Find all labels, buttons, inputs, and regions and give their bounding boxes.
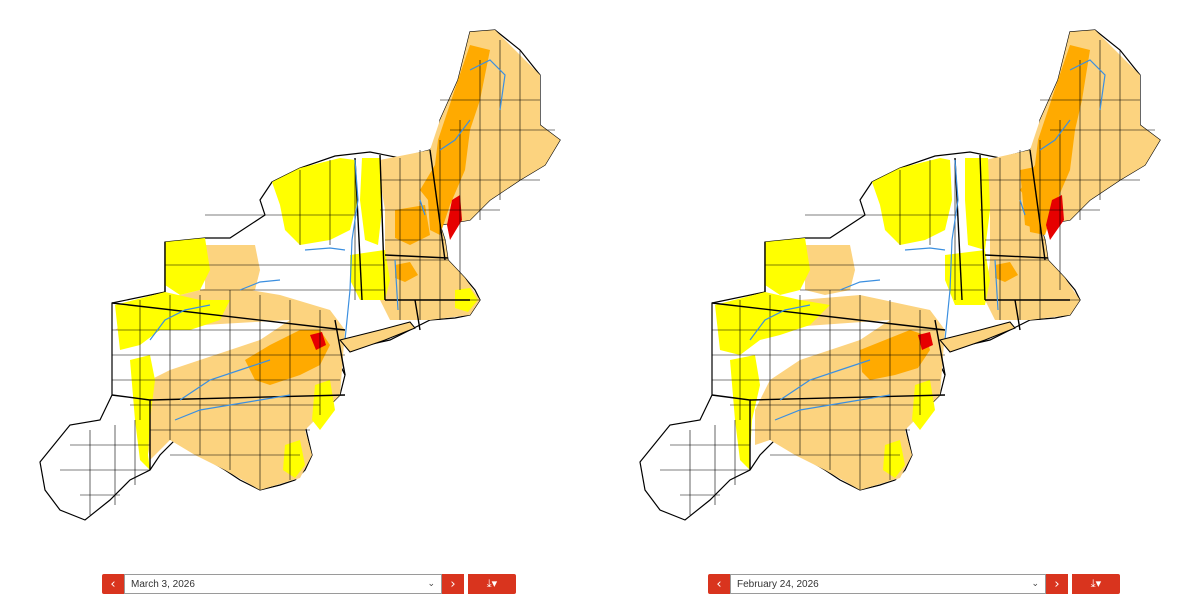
- drought-map-previous: [639, 29, 1161, 521]
- date-selector-current: ‹ March 3, 2026 ⌄ › ⤓▾: [102, 574, 516, 594]
- date-dropdown[interactable]: February 24, 2026 ⌄: [730, 574, 1046, 594]
- d0-vermont: [965, 158, 990, 250]
- download-icon: ⤓▾: [1090, 577, 1102, 590]
- download-button[interactable]: ⤓▾: [1072, 574, 1120, 594]
- map-panel-previous: ‹ February 24, 2026 ⌄ › ⤓▾: [600, 0, 1200, 604]
- d0-nj-south: [312, 380, 335, 430]
- date-label: March 3, 2026: [131, 578, 195, 590]
- download-button[interactable]: ⤓▾: [468, 574, 516, 594]
- rivers: [749, 59, 1106, 421]
- d3-maine-coast: [447, 195, 462, 240]
- d2-massachusetts: [395, 262, 418, 282]
- d3-pa-east: [918, 332, 933, 350]
- d2-massachusetts: [995, 262, 1018, 282]
- d1-new-england: [380, 30, 560, 320]
- d2-pa-east: [245, 330, 330, 385]
- long-island: [939, 321, 1016, 353]
- d0-north-ny: [872, 158, 952, 245]
- chevron-right-icon: ›: [450, 576, 456, 592]
- map-panel-current: ‹ March 3, 2026 ⌄ › ⤓▾: [39, 29, 561, 594]
- d3-pa-east: [310, 332, 326, 350]
- date-selector-previous: ‹ February 24, 2026 ⌄ › ⤓▾: [708, 574, 1120, 594]
- chevron-down-icon: ⌄: [1031, 579, 1039, 589]
- county-lines: [60, 40, 555, 515]
- d0-southwest-pa: [130, 355, 155, 470]
- d0-west-ny: [765, 238, 810, 295]
- previous-date-button[interactable]: ‹: [102, 574, 124, 594]
- d0-hudson: [945, 250, 990, 305]
- d1-new-england: [985, 30, 1160, 320]
- previous-date-button[interactable]: ‹: [708, 574, 730, 594]
- d0-nj-south: [912, 380, 935, 430]
- d0-delmarva: [883, 440, 905, 478]
- date-dropdown[interactable]: March 3, 2026 ⌄: [124, 574, 442, 594]
- d0-west-pa: [715, 292, 830, 355]
- d0-west-ny: [165, 238, 210, 295]
- date-label: February 24, 2026: [737, 578, 819, 590]
- d0-southwest-pa: [730, 355, 760, 470]
- chevron-left-icon: ‹: [110, 576, 116, 592]
- d0-north-ny: [272, 158, 358, 245]
- d0-delmarva: [283, 440, 305, 478]
- chevron-left-icon: ‹: [716, 576, 722, 592]
- next-date-button[interactable]: ›: [442, 574, 464, 594]
- chevron-down-icon: ⌄: [427, 579, 435, 589]
- download-icon: ⤓▾: [486, 577, 498, 590]
- drought-map-current: [39, 29, 561, 521]
- d0-vermont: [360, 158, 382, 245]
- d2-maine-south: [1020, 165, 1050, 230]
- rivers: [149, 59, 506, 421]
- next-date-button[interactable]: ›: [1046, 574, 1068, 594]
- county-lines: [660, 40, 1155, 515]
- d2-nh: [395, 205, 430, 245]
- d1-central-ny: [805, 245, 855, 295]
- chevron-right-icon: ›: [1054, 576, 1060, 592]
- d3-maine-coast: [1046, 195, 1064, 240]
- long-island: [339, 321, 416, 353]
- d1-central-ny: [205, 245, 260, 295]
